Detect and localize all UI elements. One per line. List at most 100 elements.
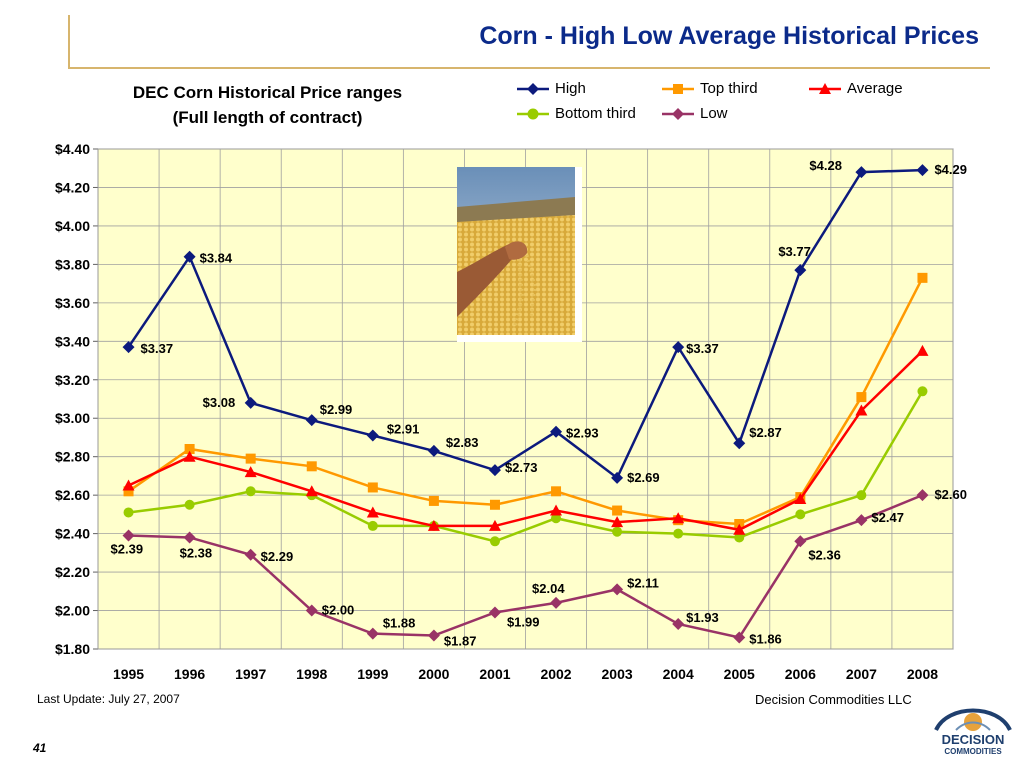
point-high — [550, 425, 563, 438]
point-top-third — [489, 499, 500, 510]
data-label-high: $4.29 — [934, 162, 967, 177]
point-average — [183, 450, 196, 462]
point-average — [244, 466, 257, 478]
point-average — [733, 523, 746, 535]
data-label-high: $3.37 — [686, 341, 719, 356]
point-average — [305, 485, 318, 497]
point-low — [794, 535, 807, 548]
point-bottom-third — [917, 386, 928, 397]
point-low — [366, 627, 379, 640]
point-top-third — [306, 461, 317, 472]
y-tick-label: $2.00 — [55, 603, 90, 619]
data-label-high: $4.28 — [809, 158, 842, 173]
point-high — [794, 264, 807, 277]
x-tick-label: 2004 — [663, 666, 694, 682]
y-tick-label: $3.00 — [55, 410, 90, 426]
point-high — [244, 396, 257, 409]
data-label-low: $2.04 — [532, 581, 565, 596]
data-label-high: $2.73 — [505, 460, 538, 475]
series-line-top-third — [127, 277, 924, 526]
chart-legend: High Top third Average Bottom third Low — [515, 80, 945, 130]
point-low — [916, 489, 929, 502]
point-average — [794, 493, 807, 504]
data-label-high: $3.37 — [141, 341, 174, 356]
x-tick-label: 2002 — [540, 666, 571, 682]
x-tick-label: 1998 — [296, 666, 327, 682]
y-tick-label: $3.80 — [55, 256, 90, 272]
data-label-high: $2.87 — [749, 425, 782, 440]
point-low — [672, 618, 685, 630]
header-accent-horizontal — [68, 67, 990, 69]
company-name: Decision Commodities LLC — [755, 692, 912, 707]
header-accent-vertical — [68, 15, 70, 67]
point-bottom-third — [489, 536, 500, 547]
y-tick-label: $2.20 — [55, 564, 90, 580]
x-tick-label: 1997 — [235, 666, 266, 682]
point-top-third — [245, 453, 256, 464]
point-average — [611, 516, 624, 528]
data-label-high: $2.69 — [627, 470, 660, 485]
data-label-low: $1.99 — [507, 614, 540, 629]
data-label-high: $2.91 — [387, 422, 420, 437]
point-high — [733, 437, 746, 450]
data-label-low: $2.47 — [871, 510, 904, 525]
data-label-high: $3.77 — [778, 244, 811, 259]
point-average — [488, 519, 501, 531]
point-low — [855, 514, 868, 527]
point-high — [488, 464, 501, 477]
legend-label-average: Average — [847, 80, 903, 97]
y-tick-label: $4.00 — [55, 218, 90, 234]
data-label-low: $2.00 — [322, 603, 355, 618]
logo-icon — [934, 708, 1012, 732]
point-bottom-third — [856, 490, 867, 501]
legend-label-bottom-third: Bottom third — [555, 105, 636, 122]
data-label-high: $2.83 — [446, 435, 479, 450]
point-high — [183, 250, 196, 263]
point-average — [366, 506, 379, 518]
point-low — [733, 631, 746, 644]
x-tick-label: 1996 — [174, 666, 205, 682]
point-average — [550, 504, 563, 516]
point-low — [244, 548, 257, 561]
point-bottom-third — [245, 486, 256, 497]
last-update-text: Last Update: July 27, 2007 — [37, 692, 180, 706]
point-top-third — [856, 392, 867, 403]
x-tick-label: 1995 — [113, 666, 144, 682]
point-average — [855, 404, 868, 416]
point-bottom-third — [734, 532, 745, 543]
point-bottom-third — [673, 528, 684, 539]
point-low — [550, 596, 563, 609]
data-label-high: $3.08 — [203, 395, 236, 410]
x-tick-label: 2001 — [479, 666, 510, 682]
data-label-low: $2.60 — [934, 487, 967, 502]
point-high — [122, 341, 135, 354]
data-label-low: $1.93 — [686, 610, 719, 625]
y-tick-label: $4.40 — [55, 141, 90, 157]
point-top-third — [428, 495, 439, 506]
logo-text-commodities: COMMODITIES — [944, 747, 1002, 756]
chart-title: DEC Corn Historical Price ranges — [132, 83, 403, 102]
point-high — [305, 414, 318, 427]
point-top-third — [612, 505, 623, 516]
line-chart: $4.40 $4.20 $4.00 $3.80 $3.60 $3.40 $3.20 $3.00… — [55, 141, 967, 682]
legend-label-high: High — [555, 80, 586, 97]
point-high — [366, 429, 379, 442]
page-title: Corn - High Low Average Historical Price… — [479, 22, 979, 50]
series-line-high — [127, 168, 923, 480]
page-number: 41 — [33, 741, 47, 755]
point-low — [488, 606, 501, 619]
chart-title-block: DEC Corn Historical Price ranges (Full l… — [95, 80, 440, 130]
logo-text-decision: DECISION — [941, 732, 1005, 747]
data-label-low: $1.87 — [444, 634, 477, 649]
y-tick-label: $2.40 — [55, 526, 90, 542]
point-low — [122, 529, 135, 542]
legend-label-low: Low — [700, 105, 728, 122]
x-tick-label: 2006 — [785, 666, 816, 682]
x-tick-label: 2008 — [907, 666, 938, 682]
point-low — [305, 604, 318, 617]
point-average — [427, 519, 440, 531]
point-top-third — [367, 482, 378, 493]
point-top-third — [123, 486, 134, 497]
y-tick-label: $2.60 — [55, 487, 90, 503]
point-high — [855, 166, 868, 179]
